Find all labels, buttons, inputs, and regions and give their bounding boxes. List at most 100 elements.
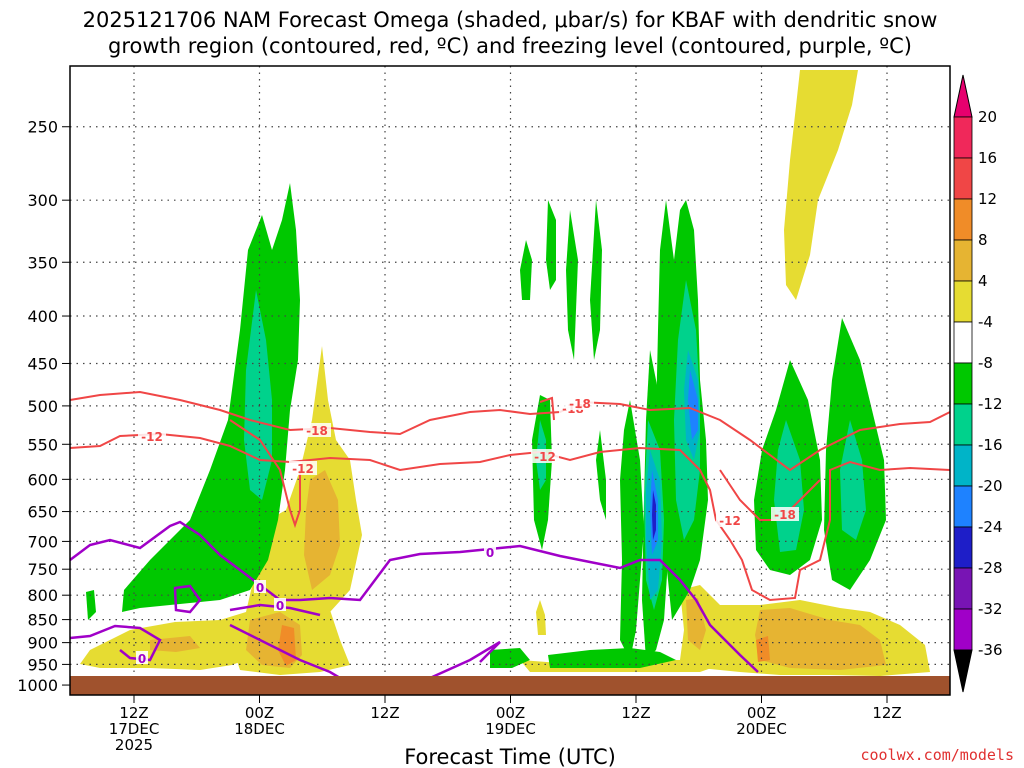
x-tick-label: 17DEC xyxy=(109,720,160,738)
dgz-label-bg xyxy=(303,423,331,437)
y-tick-label: 950 xyxy=(27,655,58,674)
colorbar-segment xyxy=(953,362,973,405)
x-tick-label: 12Z xyxy=(872,704,901,722)
y-tick-label: 800 xyxy=(27,586,58,605)
omega-area-darkblue xyxy=(652,490,656,540)
omega-area-teal xyxy=(840,420,866,540)
dgz-contour-line xyxy=(229,419,301,529)
colorbar-label: -36 xyxy=(978,641,1003,659)
colorbar-label: -8 xyxy=(978,354,993,372)
dgz-contour-label: -12 xyxy=(534,450,556,464)
freezing-label-bg xyxy=(274,598,286,611)
y-tick-label: 850 xyxy=(27,611,58,630)
omega-area-green xyxy=(122,183,300,612)
colorbar-label: 20 xyxy=(978,108,997,126)
dgz-label-bg xyxy=(138,429,166,443)
freezing-contour-line xyxy=(429,640,501,680)
terrain-ground xyxy=(70,676,950,695)
omega-area-yellow xyxy=(784,70,858,300)
colorbar-segment xyxy=(953,403,973,446)
x-tick-label: 00Z xyxy=(245,704,274,722)
y-tick-label: 750 xyxy=(27,560,58,579)
colorbar-segment xyxy=(953,280,973,323)
colorbar-segment xyxy=(953,567,973,610)
colorbar-label: 8 xyxy=(978,231,988,249)
x-tick-label: 12Z xyxy=(370,704,399,722)
freezing-contour-line xyxy=(173,584,202,614)
colorbar-label: 16 xyxy=(978,149,997,167)
dgz-label-bg xyxy=(716,513,744,527)
colorbar-label: -20 xyxy=(978,477,1003,495)
freezing-contour-label: 0 xyxy=(486,546,494,560)
dgz-label-bg xyxy=(771,507,799,521)
colorbar-bottom-arrow xyxy=(953,649,973,693)
colorbar: 20 16 12 8 4 -4 -8 -12 -16 -20 -24 -28 -32 -36 xyxy=(953,74,1003,693)
x-tick-label: 00Z xyxy=(496,704,525,722)
omega-area-orange xyxy=(755,608,886,670)
freezing-contour-label: 0 xyxy=(138,652,146,666)
omega-area-green xyxy=(520,240,532,300)
freezing-contour-line xyxy=(69,520,759,673)
y-tick-label: 300 xyxy=(27,191,58,210)
chart-title-line1: 2025121706 NAM Forecast Omega (shaded, μ… xyxy=(83,8,938,32)
omega-area-yellow xyxy=(536,600,546,635)
freezing-label-bg xyxy=(254,580,266,593)
dgz-contours xyxy=(69,390,951,602)
y-tick-label: 650 xyxy=(27,503,58,522)
omega-area-green xyxy=(566,210,578,360)
omega-area-orange xyxy=(150,636,200,652)
y-tick-label: 400 xyxy=(27,307,58,326)
credit-text: coolwx.com/models xyxy=(860,746,1014,764)
x-tick-label: 12Z xyxy=(119,704,148,722)
freezing-contour-line xyxy=(69,624,162,662)
y-axis: 250 300 350 400 450 500 550 600 650 700 750 800 850 9… xyxy=(17,118,70,695)
colorbar-label: -16 xyxy=(978,436,1003,454)
colorbar-label: -28 xyxy=(978,559,1003,577)
colorbar-label: -4 xyxy=(978,313,993,331)
y-tick-label: 350 xyxy=(27,253,58,272)
colorbar-segment xyxy=(953,485,973,528)
colorbar-segment xyxy=(953,116,973,159)
dgz-contour-label: -18 xyxy=(306,424,328,438)
x-axis-label: Forecast Time (UTC) xyxy=(404,745,616,768)
freezing-contour-label: 0 xyxy=(276,599,284,613)
x-tick-label: 12Z xyxy=(621,704,650,722)
y-tick-label: 700 xyxy=(27,532,58,551)
omega-area-green xyxy=(548,648,676,668)
colorbar-label: -32 xyxy=(978,600,1003,618)
freezing-label-bg xyxy=(484,545,496,558)
dgz-contour-label: -18 xyxy=(569,397,591,411)
freezing-contour-label: 0 xyxy=(256,581,264,595)
dgz-label-bg xyxy=(531,449,559,463)
dgz-contour-label: -18 xyxy=(774,508,796,522)
colorbar-label: 12 xyxy=(978,190,997,208)
dgz-label-bg xyxy=(289,461,317,475)
pressure-grid xyxy=(70,66,950,695)
omega-area-orange xyxy=(304,470,340,590)
y-tick-label: 1000 xyxy=(17,676,58,695)
y-tick-label: 250 xyxy=(27,118,58,137)
x-tick-label: 18DEC xyxy=(234,720,285,738)
freezing-contour-line xyxy=(229,623,341,680)
omega-area-yellow xyxy=(80,346,362,670)
colorbar-segment xyxy=(953,239,973,282)
dgz-contour-line xyxy=(69,390,951,472)
y-tick-label: 500 xyxy=(27,397,58,416)
y-tick-label: 900 xyxy=(27,634,58,653)
colorbar-segment xyxy=(953,198,973,241)
colorbar-segment xyxy=(953,526,973,569)
colorbar-segment xyxy=(953,321,973,364)
dgz-contour-label: -12 xyxy=(141,430,163,444)
colorbar-label: -12 xyxy=(978,395,1003,413)
omega-area-orange xyxy=(756,636,770,662)
x-tick-label: 20DEC xyxy=(736,720,787,738)
y-tick-label: 600 xyxy=(27,470,58,489)
omega-area-green xyxy=(86,590,96,620)
colorbar-top-arrow xyxy=(953,74,973,118)
dgz-contour-label: -12 xyxy=(719,514,741,528)
dgz-contour-line xyxy=(539,396,555,421)
omega-area-green xyxy=(590,200,602,360)
colorbar-label: 4 xyxy=(978,272,988,290)
